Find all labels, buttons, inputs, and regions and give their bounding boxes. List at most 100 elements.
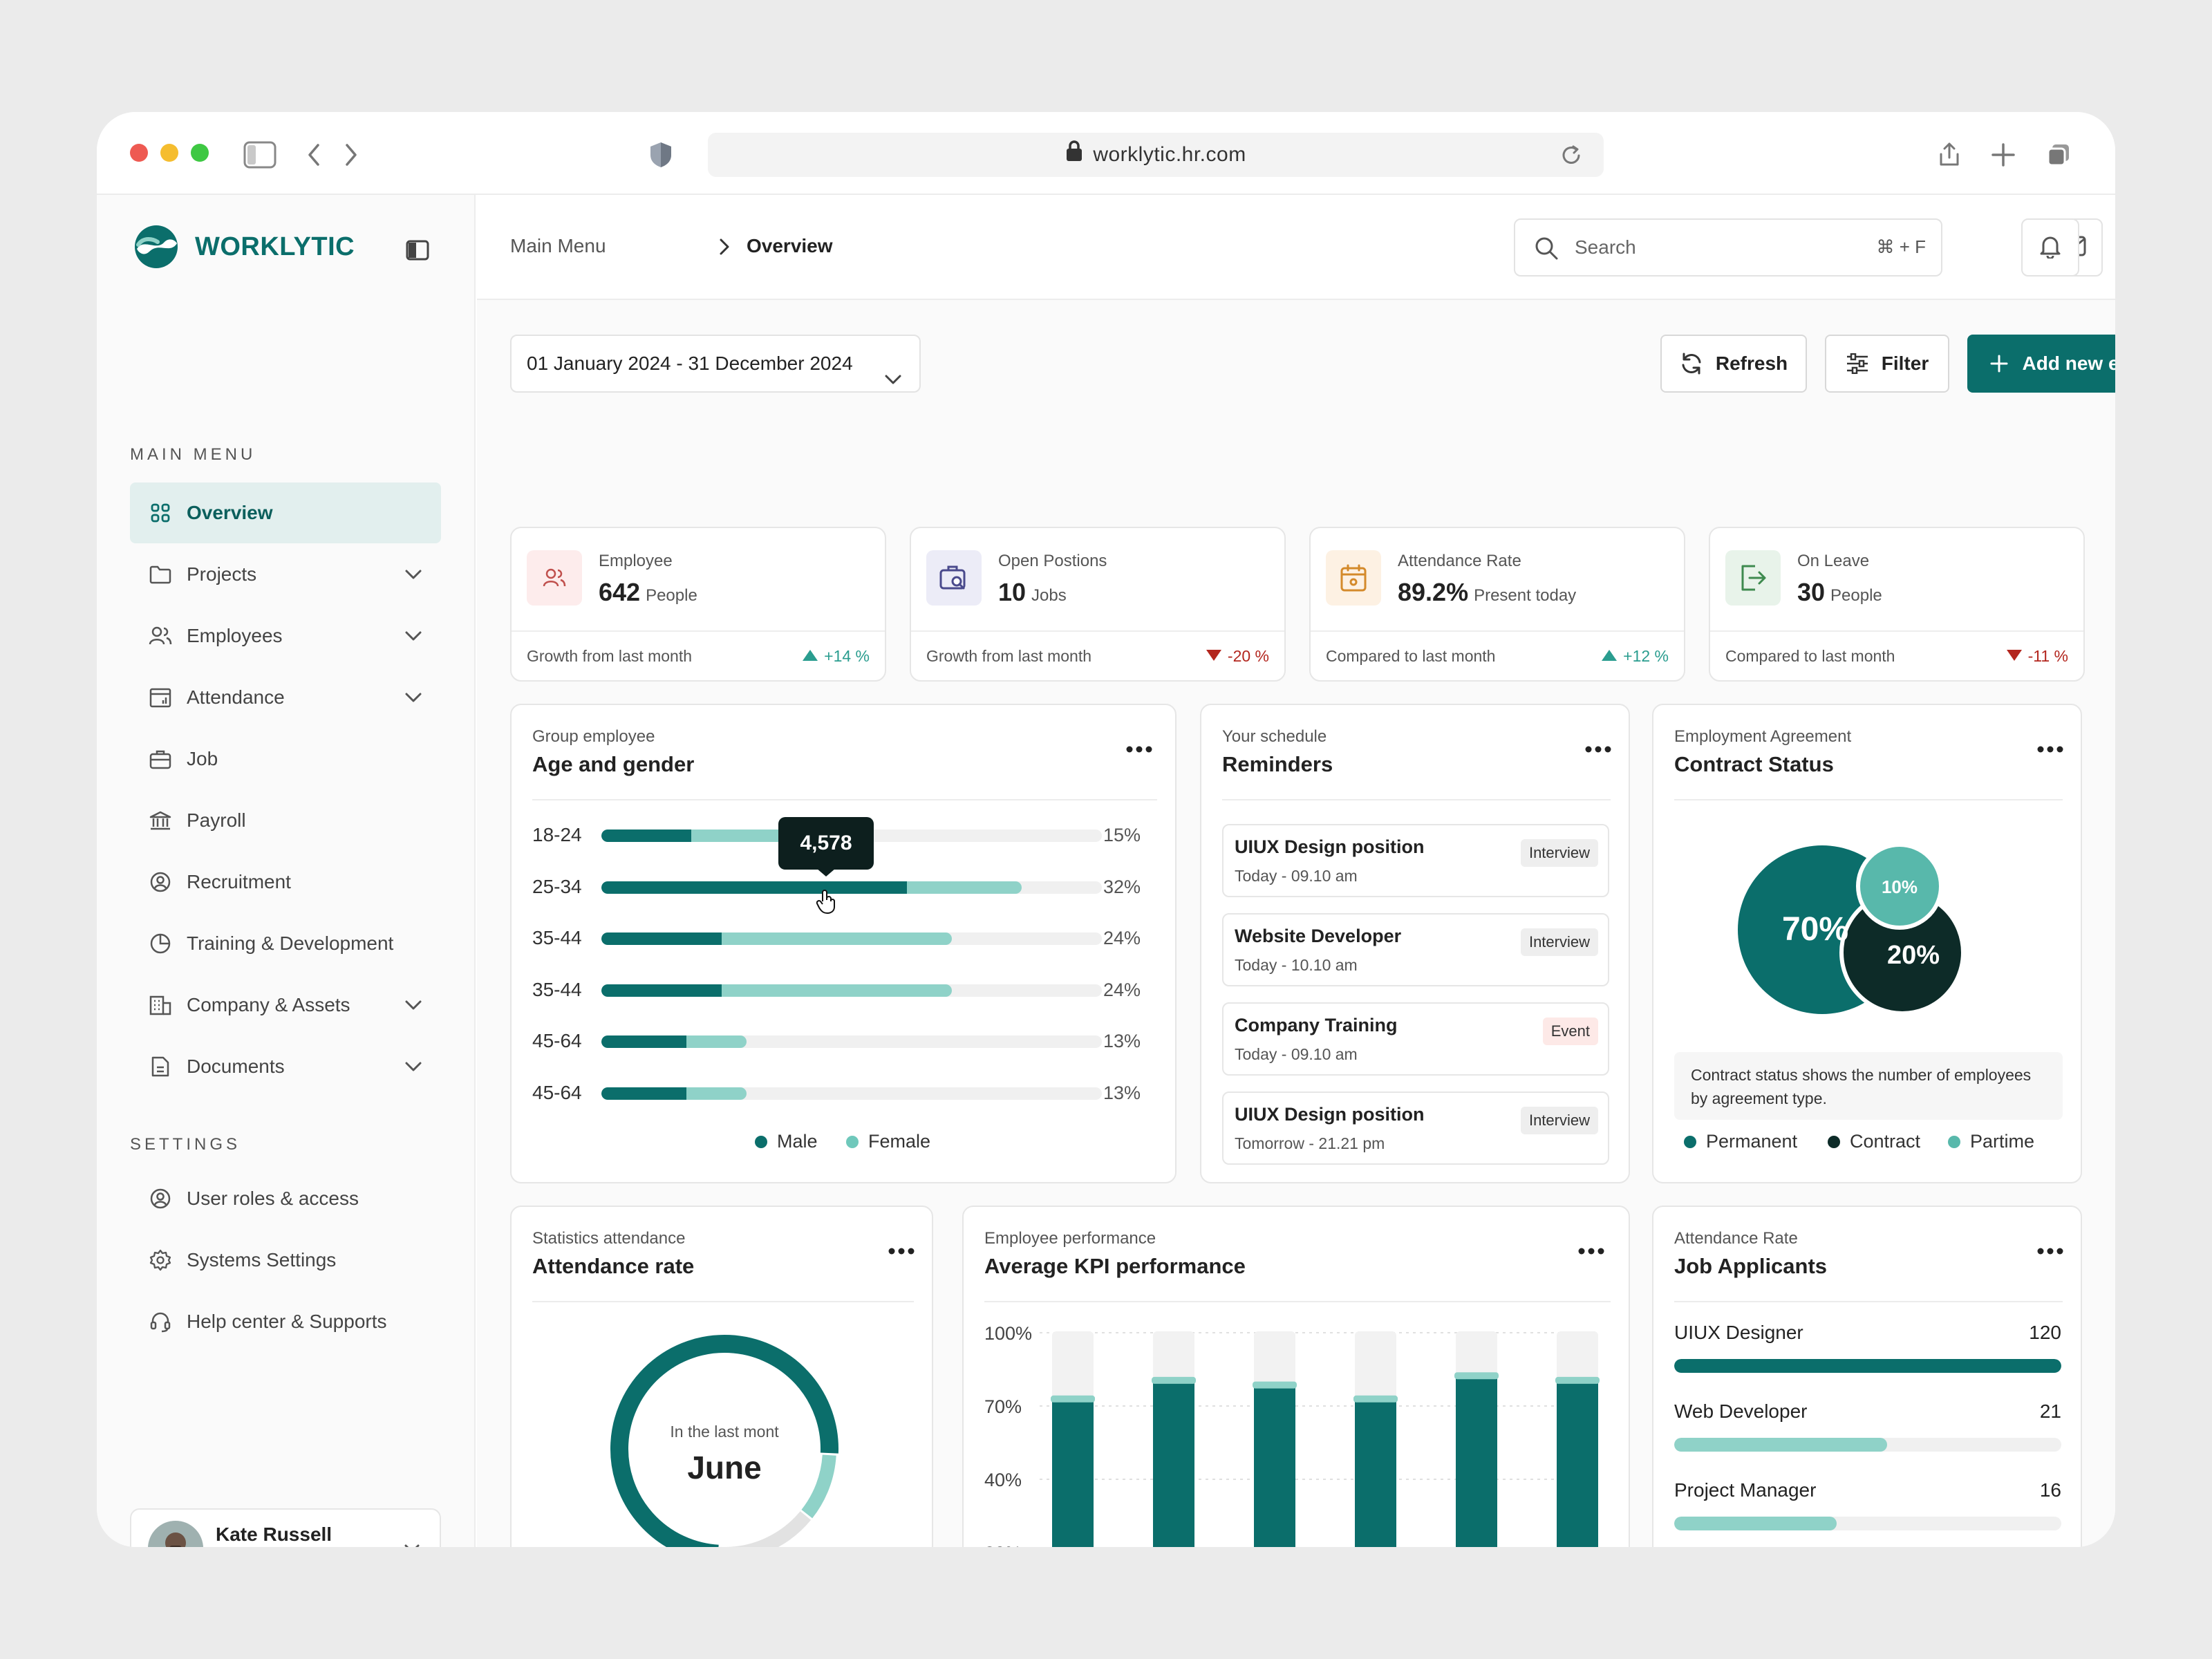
legend-female: Female: [846, 1131, 930, 1152]
age-label: 45-64: [532, 1081, 582, 1103]
age-bar-track: [601, 881, 1102, 894]
age-row[interactable]: 35-44 24%: [532, 976, 1161, 1004]
date-range-select[interactable]: 01 January 2024 - 31 December 2024: [510, 335, 921, 393]
kpi-bar-cap: [1152, 1376, 1196, 1384]
reminder-tag: Interview: [1520, 839, 1598, 867]
more-icon[interactable]: [2036, 1243, 2064, 1259]
stat-delta: +14 %: [802, 647, 870, 666]
folder-icon: [148, 562, 173, 587]
kpi-bar-cap: [1454, 1372, 1499, 1380]
sidebar-item[interactable]: Overview: [130, 482, 441, 543]
reminder-item[interactable]: UIUX Design position Today - 09.10 am Inte…: [1222, 824, 1609, 897]
age-row[interactable]: 25-34 32%: [532, 873, 1161, 901]
shield-icon[interactable]: [641, 135, 680, 174]
age-row[interactable]: 45-64 13%: [532, 1027, 1161, 1055]
sidebar-item[interactable]: Company & Assets: [130, 975, 441, 1035]
card-title: Attendance rate: [532, 1254, 695, 1278]
sidebar-item[interactable]: Employees: [130, 606, 441, 666]
sidebar-item[interactable]: Recruitment: [130, 852, 441, 912]
filter-button[interactable]: Filter: [1825, 335, 1949, 393]
kpi-bar[interactable]: [1355, 1400, 1396, 1547]
bank-icon: [148, 808, 173, 833]
kpi-bar[interactable]: [1153, 1382, 1194, 1547]
legend-male: Male: [755, 1131, 818, 1152]
sidebar-item[interactable]: Training & Development: [130, 913, 441, 974]
contract-label: 20%: [1887, 941, 1940, 970]
kpi-bar[interactable]: [1456, 1378, 1497, 1547]
sidebar-settings-item[interactable]: Help center & Supports: [130, 1291, 441, 1352]
forward-icon[interactable]: [332, 135, 371, 174]
applicant-item[interactable]: Web Developer 21: [1674, 1400, 2061, 1456]
kpi-bar[interactable]: [1052, 1400, 1094, 1547]
user-circle-icon: [148, 870, 173, 894]
applicant-item[interactable]: UIUX Designer 120: [1674, 1322, 2061, 1377]
app-logo[interactable]: WORKLYTIC: [129, 224, 355, 270]
reminder-item[interactable]: UIUX Design position Tomorrow - 21.21 pm I…: [1222, 1091, 1609, 1165]
sidebar-item[interactable]: Payroll: [130, 790, 441, 851]
notifications-button[interactable]: [2021, 218, 2079, 276]
age-bar-track: [601, 932, 1102, 945]
male-bar: [601, 984, 722, 997]
more-icon[interactable]: [888, 1243, 915, 1259]
sidebar-item[interactable]: Job: [130, 729, 441, 789]
reminder-item[interactable]: Company Training Today - 09.10 am Event: [1222, 1002, 1609, 1076]
more-icon[interactable]: [1584, 741, 1612, 758]
donut-center-title: June: [687, 1450, 762, 1485]
age-bar-track: [601, 984, 1102, 997]
hand-cursor-icon: [816, 889, 836, 914]
age-row[interactable]: 45-64 13%: [532, 1079, 1161, 1107]
applicant-bar-track: [1674, 1359, 2061, 1373]
age-bar-track: [601, 1035, 1102, 1048]
search-placeholder: Search: [1575, 236, 1636, 258]
stat-value: 89.2%: [1398, 578, 1469, 606]
reminder-item[interactable]: Website Developer Today - 10.10 am Intervi…: [1222, 913, 1609, 986]
legend-label: Contract: [1850, 1131, 1921, 1152]
stat-delta: -11 %: [2006, 647, 2068, 666]
sidebar-item[interactable]: Projects: [130, 544, 441, 605]
maximize-window-button[interactable]: [191, 144, 209, 162]
add-new-entry-button[interactable]: Add new entry: [1967, 335, 2115, 393]
close-window-button[interactable]: [130, 144, 148, 162]
applicant-label: UIUX Designer: [1674, 1322, 1803, 1343]
applicant-item[interactable]: Project Manager 16: [1674, 1479, 2061, 1535]
refresh-button[interactable]: Refresh: [1660, 335, 1807, 393]
share-icon[interactable]: [1930, 135, 1969, 174]
male-bar: [601, 932, 722, 945]
search-input[interactable]: Search ⌘ + F: [1514, 218, 1942, 276]
applicant-bar-fill: [1674, 1359, 2061, 1373]
chevron-down-icon[interactable]: [402, 1539, 422, 1547]
reminder-tag: Event: [1542, 1018, 1598, 1045]
back-icon[interactable]: [294, 135, 333, 174]
stat-footer: Growth from last month: [527, 647, 693, 665]
stat-card: On Leave 30 People Compared to last month -1…: [1709, 527, 2085, 682]
more-icon[interactable]: [1125, 741, 1153, 758]
sidebar-toggle-icon[interactable]: [241, 135, 279, 174]
sidebar-settings-item[interactable]: User roles & access: [130, 1168, 441, 1229]
card-subtitle: Attendance Rate: [1674, 1229, 1798, 1248]
collapse-sidebar-icon[interactable]: [405, 238, 430, 263]
sidebar-item[interactable]: Documents: [130, 1036, 441, 1097]
exit-icon: [1725, 550, 1781, 606]
sidebar-item-label: Overview: [187, 502, 273, 523]
more-icon[interactable]: [1577, 1243, 1605, 1259]
tabs-overview-icon[interactable]: [2039, 135, 2078, 174]
user-card[interactable]: Kate Russell HR Management: [130, 1508, 441, 1547]
sidebar-item-label: User roles & access: [187, 1188, 359, 1209]
minimize-window-button[interactable]: [160, 144, 178, 162]
stat-value-row: 30 People: [1797, 578, 1882, 607]
donut-segment-absent: [720, 1511, 812, 1547]
kpi-bar[interactable]: [1254, 1387, 1295, 1547]
reload-icon[interactable]: [1559, 144, 1583, 167]
breadcrumb-root[interactable]: Main Menu: [510, 235, 606, 256]
new-tab-icon[interactable]: [1984, 135, 2023, 174]
age-row[interactable]: 35-44 24%: [532, 924, 1161, 952]
sidebar-item[interactable]: Attendance: [130, 667, 441, 728]
more-icon[interactable]: [2036, 741, 2064, 758]
kpi-bar[interactable]: [1557, 1382, 1598, 1547]
address-bar[interactable]: worklytic.hr.com: [708, 133, 1604, 177]
stat-label: Employee: [599, 552, 673, 570]
reminder-time: Today - 09.10 am: [1235, 1045, 1358, 1063]
sidebar-settings-item[interactable]: Systems Settings: [130, 1230, 441, 1291]
age-gender-card: Group employee Age and gender 18-24 15% 25…: [510, 704, 1177, 1183]
divider: [1311, 630, 1684, 632]
